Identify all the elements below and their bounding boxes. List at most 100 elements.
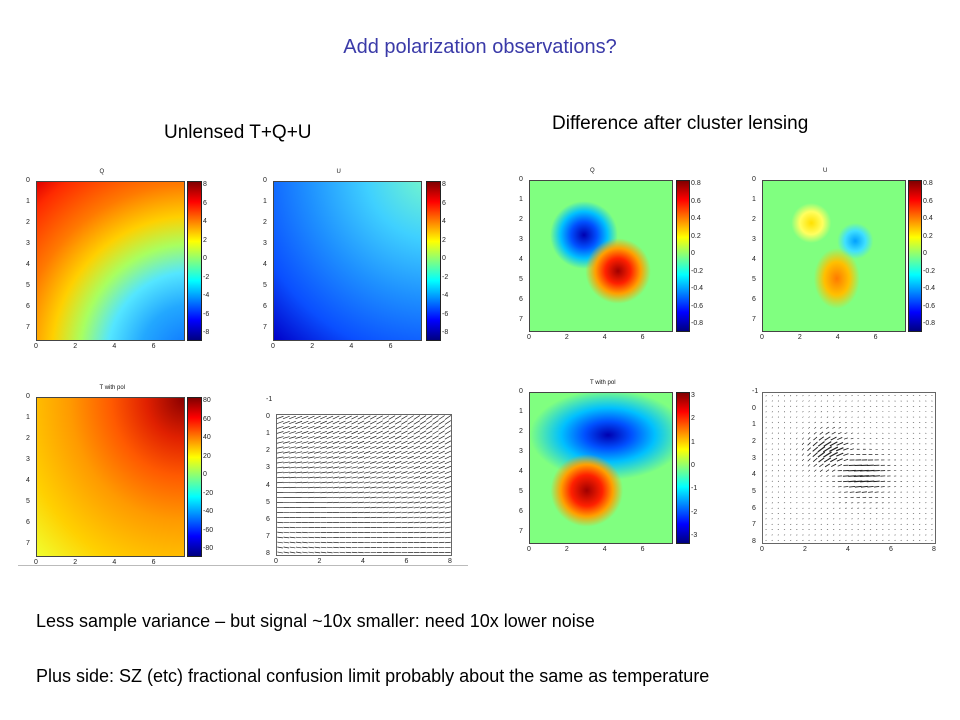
t_unlensed-colorbar-tick: -60 <box>203 526 214 534</box>
polarization-vector <box>326 420 334 425</box>
polarization-vector <box>444 501 451 504</box>
t_diff-colorbar-tick: 1 <box>691 438 695 446</box>
q_unlensed-colorbar-tick: 2 <box>203 236 207 244</box>
polarization-vector <box>401 481 408 484</box>
t_diff-colorbar-tick: -1 <box>691 485 698 493</box>
polarization-vector <box>308 491 315 494</box>
polarization-vector <box>812 446 819 452</box>
polarization-vector <box>277 481 284 484</box>
polarization-vector <box>388 420 396 425</box>
polarization-vector <box>301 471 309 474</box>
q_diff-colorbar-tick: 0.4 <box>691 215 701 222</box>
polarization-vector <box>783 453 786 456</box>
polarization-vector <box>307 436 315 439</box>
polarization-vector <box>829 441 838 447</box>
polarization-vector <box>444 440 451 445</box>
y-tick-label: 7 <box>752 521 756 529</box>
polarization-vector <box>314 456 321 459</box>
x-tick-label: 4 <box>835 334 840 341</box>
polarization-vector <box>326 415 334 420</box>
u_unlensed-colorbar-tick: -2 <box>442 273 449 281</box>
polarization-vector <box>438 481 445 484</box>
polarization-vector <box>363 486 371 489</box>
polarization-vector <box>419 450 427 455</box>
polarization-vector <box>837 437 843 441</box>
polarization-vector <box>438 501 445 504</box>
polarization-vector <box>320 436 328 439</box>
polarization-vector <box>289 541 296 544</box>
polarization-vector <box>308 541 315 544</box>
polarization-vector <box>401 461 408 464</box>
polarization-vector <box>438 476 445 479</box>
x-tick-label: 0 <box>527 334 531 341</box>
polarization-vector <box>382 486 389 489</box>
polarization-vector <box>849 491 855 493</box>
polarization-vector <box>320 551 327 554</box>
polarization-vector <box>783 491 786 493</box>
polarization-vector <box>326 481 334 484</box>
polarization-vector <box>796 411 798 413</box>
polarization-vector <box>332 420 340 425</box>
polarization-vector <box>413 481 421 484</box>
x-tick-label: 4 <box>846 546 850 553</box>
polarization-vector <box>790 464 792 467</box>
x-tick-label: 4 <box>602 546 607 553</box>
polarization-vector <box>855 491 861 493</box>
polarization-vector <box>401 435 408 440</box>
polarization-vector <box>808 400 810 402</box>
polarization-vector <box>369 440 377 445</box>
polarization-vector <box>307 471 315 474</box>
polarization-vector <box>831 463 837 467</box>
polarization-vector <box>401 466 408 469</box>
polarization-vector <box>332 425 340 430</box>
polarization-vector <box>376 466 383 469</box>
slide-title: Add polarization observations? <box>343 36 617 58</box>
y-tick-label: 3 <box>519 236 523 243</box>
x-tick-label: 0 <box>527 546 531 553</box>
u_unlensed-colorbar-tick: 2 <box>442 236 446 244</box>
polarization-vector <box>277 426 284 429</box>
polarization-vector <box>814 411 816 413</box>
polarization-vector <box>295 471 303 474</box>
polarization-vector <box>282 436 290 439</box>
polarization-vector <box>314 466 321 469</box>
polarization-vector <box>790 470 792 472</box>
polarization-vector <box>388 486 396 489</box>
polarization-vector <box>320 476 327 479</box>
note-line-2: Plus side: SZ (etc) fractional confusion… <box>36 666 710 686</box>
polarization-vector <box>338 461 346 464</box>
polarization-vector <box>283 481 290 484</box>
t_unlensed-colorbar-tick: 60 <box>203 415 211 423</box>
polarization-vector <box>438 430 445 435</box>
u_unlensed-panel-title: U <box>336 169 341 175</box>
polarization-vector <box>307 456 315 459</box>
polarization-vector <box>332 476 340 479</box>
polarization-vector <box>301 415 309 420</box>
polarization-vector <box>432 476 439 479</box>
polarization-vector <box>363 466 371 469</box>
u_unlensed-heatmap <box>273 181 422 341</box>
polarization-vector <box>826 400 829 402</box>
polarization-vector <box>802 421 804 424</box>
polarization-vector <box>790 432 792 434</box>
polarization-vector <box>283 531 290 534</box>
polarization-vector <box>364 511 371 514</box>
polarization-vector <box>844 432 848 434</box>
polarization-vector <box>444 491 451 494</box>
polarization-vector <box>829 451 838 458</box>
polarization-vector <box>382 440 390 445</box>
polarization-vector <box>783 470 786 472</box>
t_unlensed-colorbar-tick: 80 <box>203 397 211 404</box>
polarization-vector <box>444 526 451 529</box>
polarization-vector <box>401 501 408 504</box>
polarization-vector <box>826 395 829 397</box>
polarization-vector <box>426 506 433 509</box>
polarization-vector <box>808 405 810 407</box>
polarization-vector <box>382 466 390 469</box>
x-tick-label: 8 <box>932 546 936 553</box>
polarization-vector <box>314 551 321 554</box>
polarization-vector <box>814 480 816 483</box>
u_unlensed-colorbar-tick: -8 <box>442 329 449 336</box>
y-tick-label: 2 <box>752 438 756 445</box>
polarization-vector <box>351 451 359 454</box>
